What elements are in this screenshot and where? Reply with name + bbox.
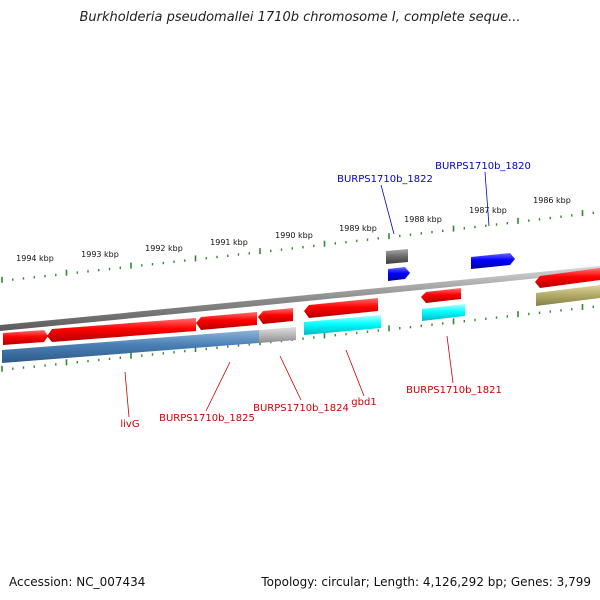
accession-text: Accession: NC_007434 bbox=[9, 575, 146, 589]
cds-feature-livG[interactable] bbox=[2, 330, 259, 363]
gene-feature[interactable] bbox=[535, 268, 600, 288]
scale-label-1986: 1986 kbp bbox=[533, 196, 571, 205]
scale-label-1991: 1991 kbp bbox=[210, 238, 248, 247]
cds-bars bbox=[2, 285, 600, 363]
forward-genes bbox=[3, 268, 600, 345]
gene-label-1824[interactable]: BURPS1710b_1824 bbox=[253, 403, 349, 414]
gene-label-1820[interactable]: BURPS1710b_1820 bbox=[435, 161, 531, 172]
top-gene-labels: BURPS1710b_1822 BURPS1710b_1820 bbox=[337, 161, 531, 235]
gene-feature[interactable] bbox=[304, 298, 378, 318]
gene-feature[interactable] bbox=[421, 288, 461, 303]
gene-feature[interactable] bbox=[47, 318, 196, 342]
gene-feature-1822-blue[interactable] bbox=[388, 267, 410, 281]
scale-label-1990: 1990 kbp bbox=[275, 231, 313, 240]
gene-feature[interactable] bbox=[3, 330, 48, 345]
scale-label-1994: 1994 kbp bbox=[16, 254, 54, 263]
gene-feature[interactable] bbox=[258, 308, 293, 324]
scale-label-1993: 1993 kbp bbox=[81, 250, 119, 259]
chromosome-backbone bbox=[0, 266, 600, 331]
scale-label-1992: 1992 kbp bbox=[145, 244, 183, 253]
genome-stats-text: Topology: circular; Length: 4,126,292 bp… bbox=[261, 575, 591, 589]
reverse-genes bbox=[386, 249, 515, 281]
scale-label-1989: 1989 kbp bbox=[339, 224, 377, 233]
cds-feature-olive[interactable] bbox=[536, 285, 600, 306]
gene-label-gbd1[interactable]: gbd1 bbox=[351, 397, 376, 408]
cds-feature-gbd1[interactable] bbox=[304, 315, 381, 335]
map-title: Burkholderia pseudomallei 1710b chromoso… bbox=[79, 10, 521, 25]
scale-label-1988: 1988 kbp bbox=[404, 215, 442, 224]
gene-label-livG[interactable]: livG bbox=[120, 419, 139, 430]
gene-feature[interactable] bbox=[196, 312, 257, 330]
gene-feature-1822-gray[interactable] bbox=[386, 249, 408, 264]
upper-tick-scale bbox=[1, 210, 594, 283]
cds-feature-1821[interactable] bbox=[422, 304, 465, 321]
cds-feature-1825[interactable] bbox=[259, 327, 296, 343]
gene-label-1822[interactable]: BURPS1710b_1822 bbox=[337, 174, 433, 185]
gene-feature-1820[interactable] bbox=[471, 253, 515, 269]
gene-label-1825[interactable]: BURPS1710b_1825 bbox=[159, 413, 255, 424]
bottom-gene-labels: livG BURPS1710b_1825 BURPS1710b_1824 gbd… bbox=[120, 335, 502, 430]
gene-label-1821[interactable]: BURPS1710b_1821 bbox=[406, 385, 502, 396]
